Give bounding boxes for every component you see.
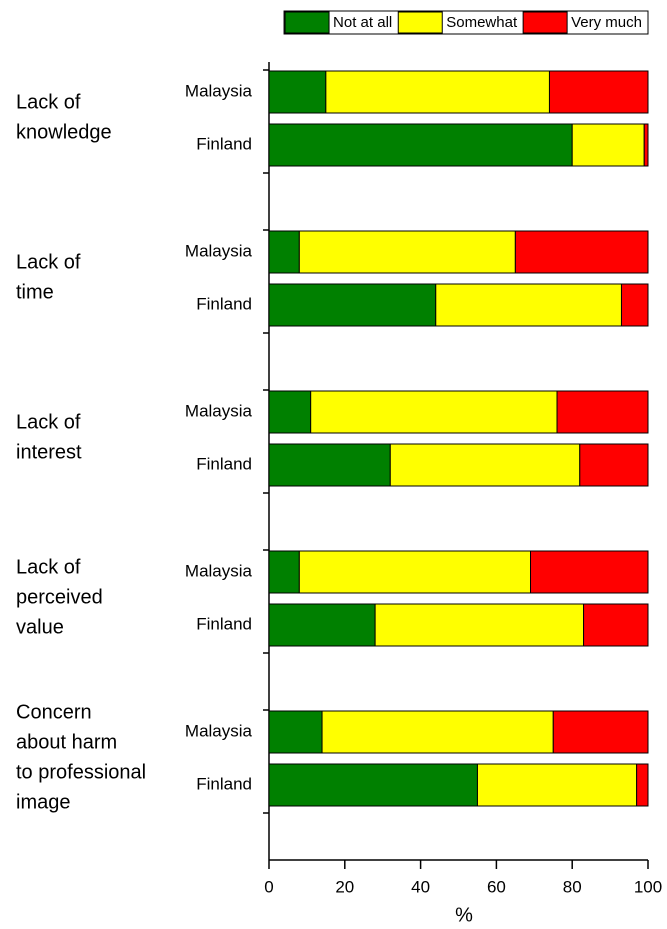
legend-swatch xyxy=(522,11,568,34)
bar-segment xyxy=(298,550,532,594)
x-axis-label: % xyxy=(455,904,473,926)
bar-label: Finland xyxy=(196,774,252,793)
group-label: Lack of xyxy=(16,91,81,113)
bar-segment xyxy=(636,763,649,807)
group-label: knowledge xyxy=(16,121,112,143)
bar-segment xyxy=(583,603,649,647)
bar-segment xyxy=(268,710,323,754)
bar-label: Malaysia xyxy=(185,401,253,420)
bar-label: Finland xyxy=(196,134,252,153)
legend-swatch xyxy=(397,11,443,34)
bar-segment xyxy=(268,283,437,327)
bar-label: Malaysia xyxy=(185,561,253,580)
bar-segment xyxy=(571,123,645,167)
legend-label: Not at all xyxy=(333,14,392,31)
group-label: perceived xyxy=(16,586,103,608)
legend-box xyxy=(283,10,649,35)
bar-segment xyxy=(530,550,649,594)
bar-segment xyxy=(476,763,638,807)
x-tick-label: 60 xyxy=(487,877,506,896)
bar-segment xyxy=(310,390,558,434)
bar-segment xyxy=(435,283,622,327)
x-tick-label: 0 xyxy=(264,877,273,896)
bar-segment xyxy=(374,603,585,647)
group-label: value xyxy=(16,616,64,638)
bar-segment xyxy=(514,230,649,274)
bar-label: Finland xyxy=(196,614,252,633)
group-label: image xyxy=(16,791,70,813)
x-tick-label: 100 xyxy=(634,877,662,896)
bar-segment xyxy=(268,230,300,274)
x-tick-label: 80 xyxy=(563,877,582,896)
legend-label: Very much xyxy=(571,14,642,31)
bar-segment xyxy=(321,710,554,754)
group-label: Lack of xyxy=(16,251,81,273)
bar-segment xyxy=(548,70,649,114)
group-label: Lack of xyxy=(16,411,81,433)
x-tick-label: 40 xyxy=(411,877,430,896)
group-label: Lack of xyxy=(16,556,81,578)
group-label: to professional xyxy=(16,761,146,783)
bar-segment xyxy=(268,70,327,114)
bar-label: Malaysia xyxy=(185,241,253,260)
bar-segment xyxy=(579,443,649,487)
bar-segment xyxy=(552,710,649,754)
group-label: Concern xyxy=(16,701,92,723)
bar-segment xyxy=(325,70,550,114)
bar-segment xyxy=(556,390,649,434)
group-label: interest xyxy=(16,441,82,463)
bar-segment xyxy=(268,603,376,647)
bar-segment xyxy=(268,550,300,594)
bar-segment xyxy=(268,123,573,167)
legend-swatch xyxy=(284,11,330,34)
bar-label: Finland xyxy=(196,454,252,473)
bar-label: Malaysia xyxy=(185,721,253,740)
bar-label: Malaysia xyxy=(185,81,253,100)
bar-label: Finland xyxy=(196,294,252,313)
bar-segment xyxy=(268,443,391,487)
bar-segment xyxy=(298,230,516,274)
bar-segment xyxy=(643,123,649,167)
bar-segment xyxy=(620,283,649,327)
bar-segment xyxy=(389,443,581,487)
legend-label: Somewhat xyxy=(446,14,518,31)
x-tick-label: 20 xyxy=(335,877,354,896)
bar-segment xyxy=(268,390,312,434)
bar-segment xyxy=(268,763,478,807)
group-label: about harm xyxy=(16,731,117,753)
group-label: time xyxy=(16,281,54,303)
